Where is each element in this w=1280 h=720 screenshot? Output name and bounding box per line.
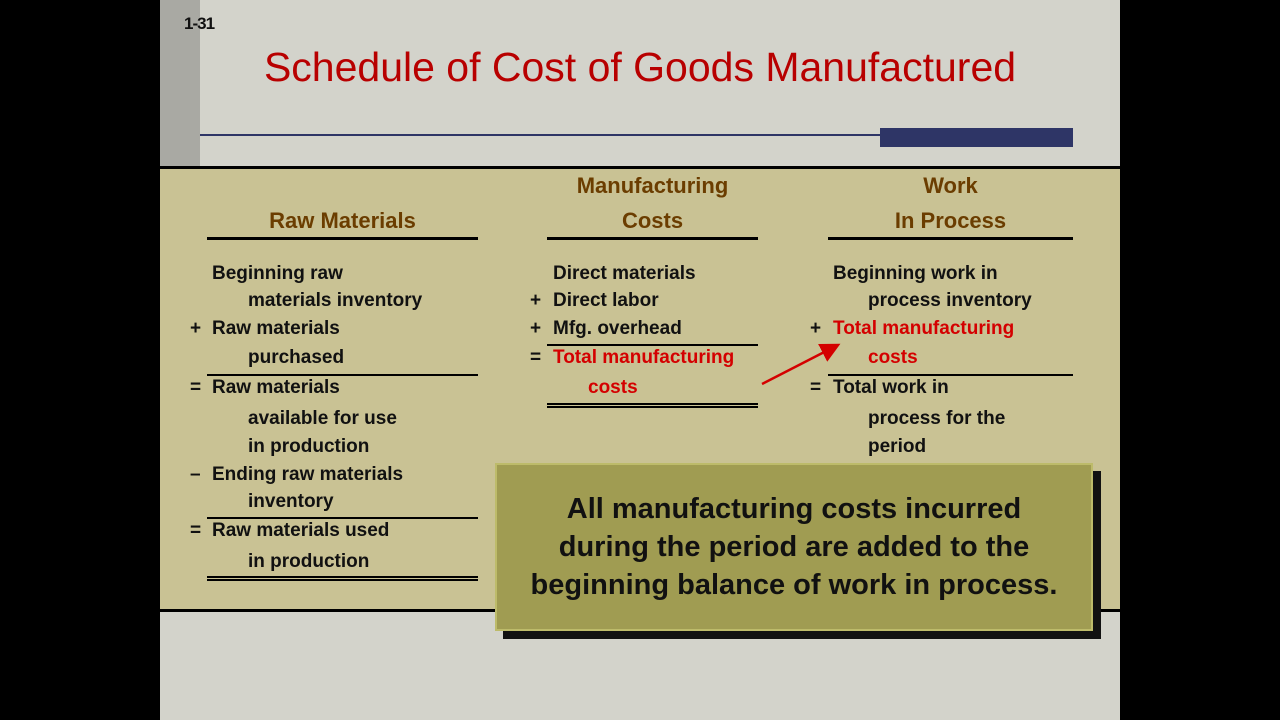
slide-number: 1-31	[184, 14, 215, 33]
total-double-rule	[207, 576, 478, 581]
schedule-line: Beginning raw	[212, 263, 343, 284]
title-accent-bar	[880, 128, 1073, 147]
schedule-line: Ending raw materials	[212, 464, 404, 485]
left-accent-strip	[160, 0, 200, 167]
schedule-line: period	[868, 436, 927, 457]
subtotal-rule	[828, 374, 1073, 376]
schedule-line: process inventory	[868, 290, 1032, 311]
operator-symbol: +	[190, 318, 202, 339]
schedule-line: costs	[588, 377, 638, 398]
schedule-line: Raw materials	[212, 377, 340, 398]
column-header-raw-materials: Raw Materials	[207, 168, 478, 238]
schedule-line: Total manufacturing	[553, 347, 735, 368]
schedule-line: in production	[248, 551, 370, 572]
operator-symbol: =	[530, 347, 542, 368]
schedule-line: Raw materials used	[212, 520, 390, 541]
header-line-1	[207, 168, 478, 203]
header-line-2: Raw Materials	[269, 208, 416, 233]
schedule-line: Direct labor	[553, 290, 659, 311]
header-line-1: Work	[923, 173, 978, 198]
operator-symbol: +	[810, 318, 822, 339]
operator-symbol: =	[810, 377, 822, 398]
header-line-2: In Process	[894, 208, 1007, 233]
schedule-line: available for use	[248, 408, 397, 429]
schedule-line: in production	[248, 436, 370, 457]
schedule-line: Total manufacturing	[833, 318, 1015, 339]
operator-symbol: +	[530, 318, 542, 339]
header-underline	[207, 237, 478, 240]
panel-top-border	[160, 166, 1120, 169]
column-header-work-in-process: Work In Process	[828, 168, 1073, 238]
schedule-line: Total work in	[833, 377, 949, 398]
column-header-manufacturing-costs: Manufacturing Costs	[547, 168, 758, 238]
schedule-line: Beginning work in	[833, 263, 998, 284]
header-underline	[547, 237, 758, 240]
operator-symbol: +	[530, 290, 542, 311]
schedule-line: Mfg. overhead	[553, 318, 682, 339]
operator-symbol: =	[190, 520, 202, 541]
schedule-line: Direct materials	[553, 263, 696, 284]
schedule-line: inventory	[248, 491, 334, 512]
subtotal-rule	[207, 374, 478, 376]
header-underline	[828, 237, 1073, 240]
operator-symbol: –	[190, 464, 201, 485]
title-divider-line	[200, 134, 880, 136]
schedule-line: process for the	[868, 408, 1006, 429]
schedule-line: purchased	[248, 347, 345, 368]
subtotal-rule	[547, 344, 758, 346]
slide-title: Schedule of Cost of Goods Manufactured	[263, 44, 1017, 90]
total-double-rule	[547, 403, 758, 408]
schedule-line: Raw materials	[212, 318, 340, 339]
callout-note: All manufacturing costs incurred during …	[495, 463, 1093, 631]
schedule-line: costs	[868, 347, 918, 368]
schedule-line: materials inventory	[248, 290, 423, 311]
operator-symbol: =	[190, 377, 202, 398]
subtotal-rule	[207, 517, 478, 519]
header-line-1: Manufacturing	[576, 173, 729, 198]
header-line-2: Costs	[621, 208, 684, 233]
